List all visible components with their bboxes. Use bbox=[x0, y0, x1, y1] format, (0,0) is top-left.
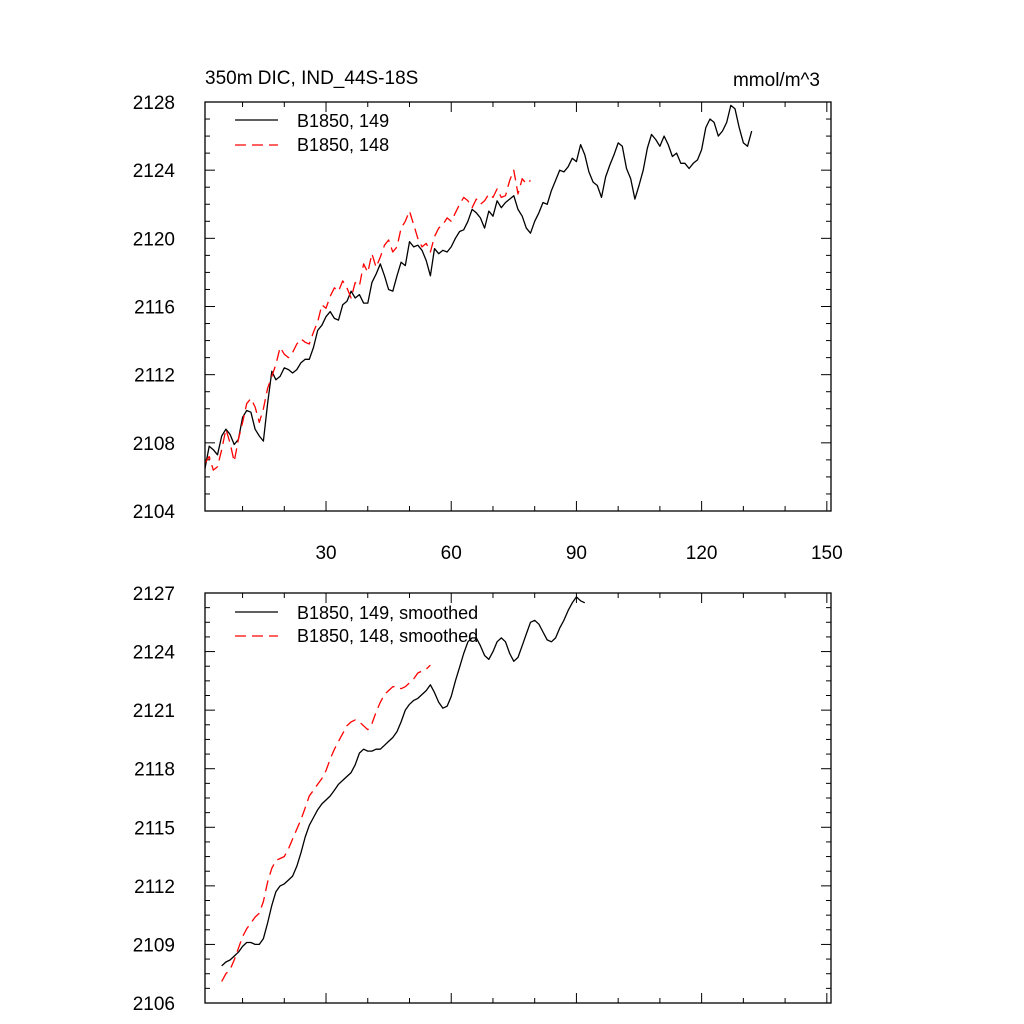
y-tick-label: 2127 bbox=[133, 584, 175, 605]
bottom-chart-panel: 2106 2109 2112 2115 2118 2121 2124 2127 B1850, … bbox=[133, 584, 832, 1015]
y-tick-label: 2106 bbox=[133, 994, 175, 1015]
legend-label-b1850-148: B1850, 148 bbox=[297, 135, 389, 155]
y-tick-label: 2124 bbox=[133, 643, 176, 664]
legend-label-b1850-149: B1850, 149 bbox=[297, 111, 389, 131]
top-chart-panel: 350m DIC, IND_44S-18S mmol/m^3 210421082… bbox=[133, 68, 843, 564]
bottom-data-lines bbox=[221, 596, 586, 982]
y-tick-label: 2104 bbox=[133, 502, 176, 523]
series-line-b1850-149-smoothed bbox=[221, 596, 586, 967]
y-tick-label: 2109 bbox=[133, 935, 175, 956]
bottom-y-tick-labels: 2106 2109 2112 2115 2118 2121 2124 2127 bbox=[133, 584, 176, 1015]
series-line-b1850-148-smoothed bbox=[221, 664, 431, 982]
top-axis-ticks bbox=[205, 101, 831, 512]
series-line-b1850-148 bbox=[204, 169, 531, 471]
x-tick-label: 30 bbox=[315, 543, 336, 564]
bottom-axis-ticks bbox=[205, 592, 831, 1004]
top-x-tick-labels: 30 60 90 120 150 bbox=[315, 543, 842, 564]
series-line-b1850-149 bbox=[204, 104, 753, 469]
y-tick-label: 2112 bbox=[134, 366, 175, 387]
y-tick-label: 2120 bbox=[133, 229, 175, 250]
y-tick-label: 2128 bbox=[133, 93, 175, 114]
top-y-tick-labels: 2104 2108 2112 2116 2120 2124 2128 bbox=[133, 93, 176, 523]
top-data-lines bbox=[204, 104, 753, 471]
chart-title: 350m DIC, IND_44S-18S bbox=[205, 68, 418, 89]
bottom-plot-frame bbox=[204, 592, 832, 1004]
y-tick-label: 2108 bbox=[133, 434, 175, 455]
x-tick-label: 60 bbox=[441, 543, 462, 564]
legend-label-b1850-149-smoothed: B1850, 149, smoothed bbox=[297, 603, 478, 623]
y-tick-label: 2118 bbox=[134, 760, 175, 781]
x-tick-label: 150 bbox=[811, 543, 843, 564]
y-tick-label: 2116 bbox=[134, 298, 175, 319]
y-tick-label: 2124 bbox=[133, 161, 176, 182]
top-legend: B1850, 149 B1850, 148 bbox=[235, 111, 389, 155]
x-tick-label: 120 bbox=[686, 543, 718, 564]
chart-units: mmol/m^3 bbox=[733, 70, 820, 91]
bottom-legend: B1850, 149, smoothed B1850, 148, smoothe… bbox=[235, 603, 478, 646]
legend-label-b1850-148-smoothed: B1850, 148, smoothed bbox=[297, 626, 478, 646]
y-tick-label: 2121 bbox=[133, 701, 175, 722]
y-tick-label: 2112 bbox=[134, 877, 175, 898]
top-plot-frame bbox=[204, 101, 832, 512]
y-tick-label: 2115 bbox=[134, 818, 175, 839]
x-tick-label: 90 bbox=[566, 543, 587, 564]
